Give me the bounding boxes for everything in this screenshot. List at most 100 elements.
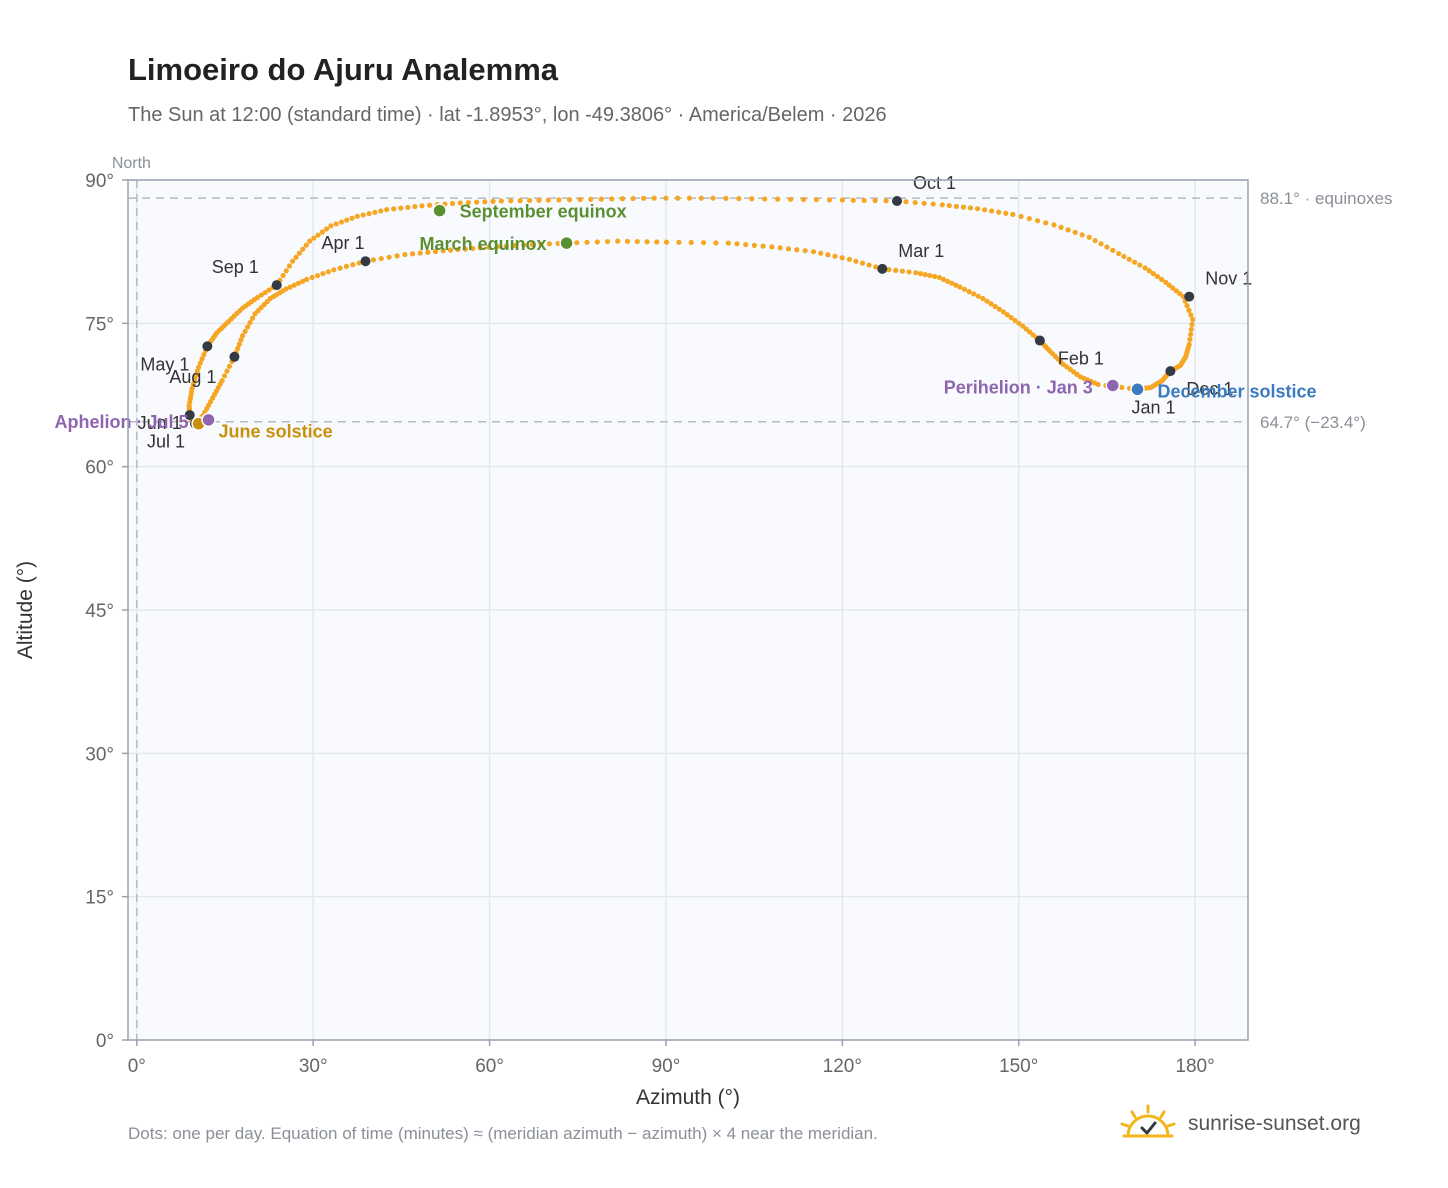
daily-dot [384, 207, 390, 213]
daily-dot [378, 208, 384, 214]
month-label: Feb 1 [1058, 349, 1104, 369]
daily-dot [1166, 282, 1172, 288]
daily-dot [419, 203, 425, 209]
daily-dot [517, 198, 523, 204]
daily-dot [1043, 220, 1049, 226]
daily-dot [839, 197, 845, 203]
daily-dot [474, 199, 480, 205]
daily-dot [975, 293, 981, 299]
y-axis-label: Altitude (°) [14, 561, 37, 659]
daily-dot [295, 280, 302, 286]
daily-dot [252, 311, 258, 317]
daily-dot [688, 239, 694, 246]
daily-dot [1110, 247, 1116, 253]
daily-dot [325, 269, 331, 275]
daily-dot [457, 200, 463, 206]
month-label: Jan 1 [1131, 397, 1175, 417]
daily-dot [996, 209, 1002, 215]
daily-dot [1051, 222, 1057, 228]
daily-dot [861, 197, 867, 204]
daily-dot [944, 278, 951, 284]
daily-dot [984, 298, 990, 304]
daily-dot [386, 254, 392, 260]
daily-dot [577, 196, 583, 203]
daily-dot [1000, 309, 1007, 315]
daily-dot [1065, 227, 1071, 233]
daily-dot [893, 267, 899, 273]
x-tick-label: 90° [652, 1056, 681, 1077]
daily-dot [1008, 315, 1014, 321]
daily-dot [594, 239, 600, 245]
event-label: September equinox [460, 202, 627, 222]
daily-dot [832, 253, 838, 259]
daily-dot [427, 202, 433, 208]
daily-dot [536, 197, 542, 203]
daily-dot [1012, 317, 1018, 324]
daily-dot [394, 253, 400, 259]
daily-dot [1188, 312, 1194, 318]
daily-dot [762, 196, 768, 202]
daily-dot [1010, 211, 1016, 217]
daily-dot [331, 267, 337, 273]
daily-dot [675, 195, 681, 201]
daily-dot [293, 254, 299, 260]
daily-dot [402, 251, 408, 258]
daily-dot [486, 244, 492, 250]
x-axis-label: Azimuth (°) [636, 1086, 740, 1109]
daily-dot [1184, 303, 1190, 309]
brand[interactable]: sunrise-sunset.org [1120, 1104, 1361, 1144]
daily-dot [751, 242, 757, 248]
daily-dot [197, 360, 203, 366]
daily-dot [311, 235, 317, 241]
daily-dot [224, 368, 230, 374]
daily-dot [676, 239, 682, 245]
daily-dot [787, 196, 794, 202]
daily-dot [1086, 234, 1092, 240]
daily-dot [917, 271, 924, 277]
event-label: June solstice [219, 422, 333, 442]
daily-dot [338, 219, 345, 225]
month-label: Jul 1 [147, 432, 185, 452]
y-tick-label: 45° [85, 601, 114, 622]
analemma-curve [186, 195, 1196, 427]
daily-dot [337, 265, 343, 271]
daily-dot [663, 239, 670, 245]
daily-dot [398, 205, 404, 211]
daily-dot [932, 273, 938, 280]
daily-dot [1146, 268, 1152, 274]
daily-dot [477, 245, 483, 251]
daily-dot [303, 242, 309, 248]
daily-dot [195, 364, 202, 370]
month-marker [202, 341, 213, 352]
daily-dot [1030, 332, 1036, 338]
markers [184, 196, 1195, 431]
daily-dot [409, 251, 416, 257]
daily-dot [221, 373, 228, 379]
daily-dot [619, 196, 626, 202]
daily-dot [1131, 259, 1138, 265]
daily-dot [538, 241, 544, 247]
daily-dot [946, 203, 952, 209]
event-marker [1105, 378, 1121, 393]
daily-dot [238, 337, 244, 343]
daily-dot [344, 217, 350, 223]
sun-logo-icon [1120, 1104, 1176, 1138]
daily-dot [240, 333, 246, 339]
daily-dot [304, 276, 310, 282]
daily-dot [343, 263, 350, 269]
daily-dot [743, 241, 749, 248]
daily-dot [291, 282, 297, 288]
daily-dot [1142, 265, 1148, 271]
daily-dot [440, 248, 446, 254]
x-tick-label: 150° [999, 1056, 1038, 1077]
daily-dot [850, 197, 856, 203]
daily-dot [508, 198, 514, 204]
daily-dot [749, 196, 755, 202]
daily-dot [498, 198, 504, 204]
x-tick-label: 180° [1175, 1056, 1214, 1077]
daily-dot [503, 243, 509, 249]
brand-name[interactable]: sunrise-sunset.org [1188, 1112, 1361, 1135]
daily-dot [309, 274, 315, 281]
daily-dot [1004, 312, 1010, 318]
